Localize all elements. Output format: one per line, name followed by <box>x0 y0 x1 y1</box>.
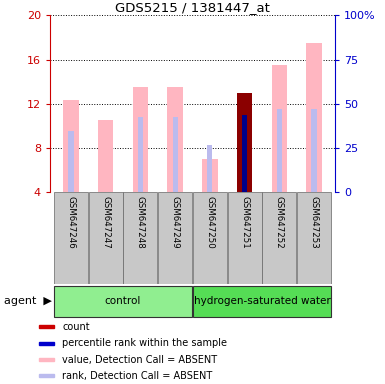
Bar <box>237 93 253 192</box>
Bar <box>38 358 54 361</box>
Text: GSM647248: GSM647248 <box>136 196 145 248</box>
Text: GSM647251: GSM647251 <box>240 196 249 248</box>
Text: GSM647253: GSM647253 <box>310 196 319 248</box>
Text: count: count <box>62 322 90 332</box>
Text: GSM647250: GSM647250 <box>205 196 214 248</box>
Bar <box>38 342 54 345</box>
Text: rank, Detection Call = ABSENT: rank, Detection Call = ABSENT <box>62 371 213 381</box>
Bar <box>54 286 192 317</box>
Text: hydrogen-saturated water: hydrogen-saturated water <box>194 296 330 306</box>
Bar <box>207 144 213 192</box>
Bar <box>306 43 322 192</box>
Bar <box>202 159 218 192</box>
Bar <box>262 192 296 284</box>
Bar <box>138 117 143 192</box>
Bar <box>38 374 54 377</box>
Text: GSM647252: GSM647252 <box>275 196 284 248</box>
Text: value, Detection Call = ABSENT: value, Detection Call = ABSENT <box>62 354 218 364</box>
Text: control: control <box>105 296 141 306</box>
Text: GSM647249: GSM647249 <box>171 196 180 248</box>
Text: agent  ▶: agent ▶ <box>4 296 52 306</box>
Bar <box>193 286 331 317</box>
Bar <box>132 87 148 192</box>
Bar <box>123 192 157 284</box>
Bar <box>271 65 287 192</box>
Bar <box>172 117 178 192</box>
Bar <box>63 100 79 192</box>
Bar <box>89 192 123 284</box>
Bar <box>277 109 282 192</box>
Bar <box>193 192 227 284</box>
Bar <box>242 115 247 192</box>
Bar <box>54 192 88 284</box>
Title: GDS5215 / 1381447_at: GDS5215 / 1381447_at <box>115 1 270 14</box>
Text: GSM647246: GSM647246 <box>66 196 75 248</box>
Bar <box>311 109 317 192</box>
Bar <box>38 325 54 328</box>
Bar <box>228 192 262 284</box>
Bar <box>242 115 247 192</box>
Bar <box>98 120 114 192</box>
Bar <box>167 87 183 192</box>
Bar <box>158 192 192 284</box>
Bar <box>68 131 74 192</box>
Text: GSM647247: GSM647247 <box>101 196 110 248</box>
Text: percentile rank within the sample: percentile rank within the sample <box>62 338 227 348</box>
Bar <box>297 192 331 284</box>
